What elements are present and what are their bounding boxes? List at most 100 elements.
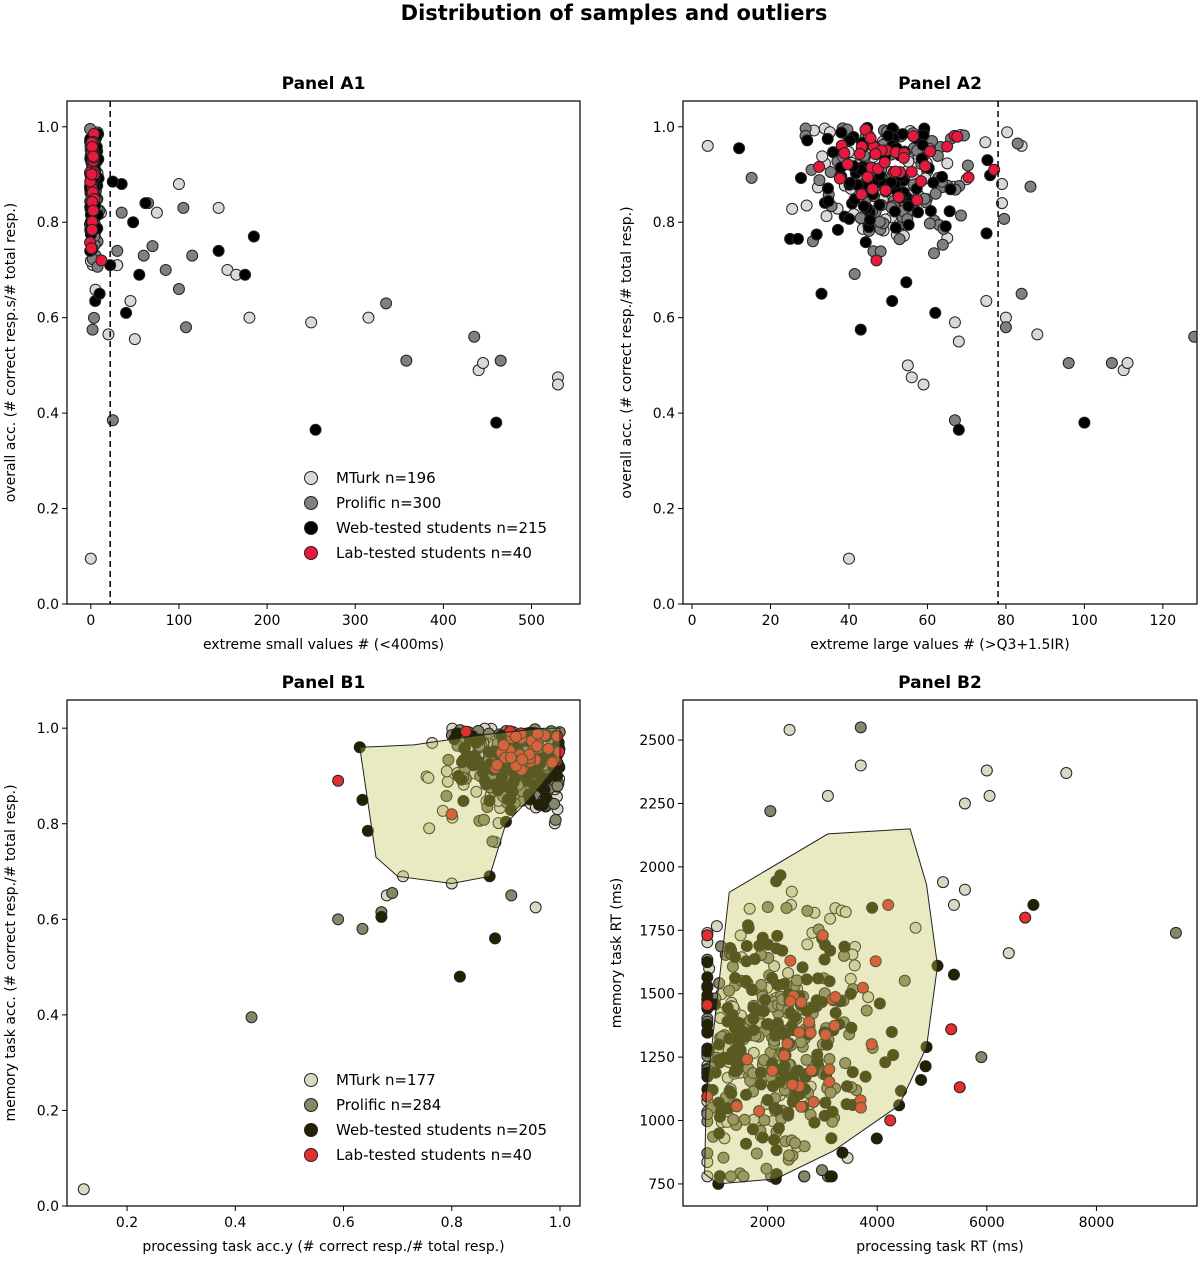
point-mturk: [786, 202, 799, 215]
point-web: [854, 323, 867, 336]
y-tick-label: 0.2: [653, 502, 675, 518]
y-tick-label: 2500: [639, 733, 675, 749]
point-web: [1078, 416, 1091, 429]
point-web: [740, 1137, 753, 1150]
point-web: [127, 216, 140, 229]
point-web: [843, 212, 856, 225]
x-tick-label: 80: [997, 613, 1015, 629]
point-mturk: [783, 723, 796, 736]
point-mturk: [212, 201, 225, 214]
point-prolific: [551, 780, 564, 793]
point-mturk: [854, 759, 867, 772]
y-tick-label: 0.6: [37, 912, 59, 928]
point-lab: [884, 1114, 897, 1127]
x-tick-label: 300: [342, 613, 369, 629]
point-web: [808, 1116, 821, 1129]
point-web: [810, 994, 823, 1007]
data-points: [77, 722, 566, 1196]
point-mturk: [743, 902, 756, 915]
x-axis-label: processing task acc.y (# correct resp./#…: [142, 1239, 504, 1255]
point-lab: [795, 1100, 808, 1113]
point-web: [873, 198, 886, 211]
point-lab: [531, 740, 544, 753]
point-mturk: [77, 1183, 90, 1196]
point-lab: [497, 739, 510, 752]
point-web: [725, 1087, 738, 1100]
point-prolific: [478, 813, 491, 826]
y-axis-label: memory task acc. (# correct resp./# tota…: [3, 784, 19, 1121]
y-tick-label: 2250: [639, 796, 675, 812]
point-web: [902, 199, 915, 212]
point-lab: [854, 1101, 867, 1114]
point-mturk: [150, 206, 163, 219]
point-web: [761, 1094, 774, 1107]
point-mturk: [124, 294, 137, 307]
point-lab: [866, 183, 879, 196]
point-prolific: [758, 1114, 771, 1127]
axes-frame: [682, 100, 1198, 605]
point-mturk: [1121, 356, 1134, 369]
point-web: [882, 129, 895, 142]
point-web: [818, 953, 831, 966]
point-mturk: [816, 150, 829, 163]
point-prolific: [798, 1170, 811, 1183]
point-web: [879, 1056, 892, 1069]
point-web: [794, 172, 807, 185]
point-web: [532, 798, 545, 811]
point-prolific: [549, 813, 562, 826]
point-mturk: [551, 378, 564, 391]
y-tick-label: 0.4: [37, 406, 59, 422]
point-web: [831, 223, 844, 236]
y-tick-label: 2000: [639, 860, 675, 876]
point-prolific: [86, 323, 99, 336]
y-axis-label: overall acc. (# correct resp.s/# total r…: [3, 203, 19, 503]
point-web: [507, 775, 520, 788]
convex-hull: [359, 727, 561, 884]
point-prolific: [745, 171, 758, 184]
point-mturk: [941, 157, 954, 170]
point-web: [943, 205, 956, 218]
point-lab: [941, 140, 954, 153]
point-prolific: [87, 311, 100, 324]
point-mturk: [820, 210, 833, 223]
point-prolific: [172, 283, 185, 296]
point-mturk: [1002, 947, 1015, 960]
point-mturk: [824, 912, 837, 925]
point-web: [772, 1122, 785, 1135]
point-web: [120, 306, 133, 319]
point-lab: [823, 1063, 836, 1076]
y-tick-label: 0.8: [37, 817, 59, 833]
point-web: [870, 1132, 883, 1145]
point-lab: [953, 1081, 966, 1094]
point-mturk: [842, 552, 855, 565]
y-tick-label: 0.6: [653, 311, 675, 327]
point-prolific: [923, 217, 936, 230]
x-axis-label: extreme small values # (<400ms): [203, 637, 444, 653]
point-prolific: [764, 805, 777, 818]
point-mturk: [801, 938, 814, 951]
point-web: [885, 1025, 898, 1038]
x-axis-label: processing task RT (ms): [856, 1239, 1023, 1255]
y-tick-label: 1.0: [37, 721, 59, 737]
x-tick-label: 0.2: [116, 1215, 138, 1231]
point-lab: [459, 725, 472, 738]
point-prolific: [727, 1113, 740, 1126]
point-mturk: [423, 822, 436, 835]
point-prolific: [898, 974, 911, 987]
point-web: [701, 956, 714, 969]
point-web: [952, 423, 965, 436]
data-points: [701, 721, 1182, 1190]
point-lab: [951, 130, 964, 143]
point-lab: [870, 254, 883, 267]
legend-label-mturk: MTurk n=196: [336, 469, 436, 487]
point-lab: [753, 1104, 766, 1117]
point-web: [927, 176, 940, 189]
point-mturk: [172, 178, 185, 191]
point-web: [781, 1108, 794, 1121]
point-web: [936, 170, 949, 183]
point-web: [523, 793, 536, 806]
point-web: [713, 1110, 726, 1123]
point-prolific: [755, 978, 768, 991]
point-lab: [829, 990, 842, 1003]
